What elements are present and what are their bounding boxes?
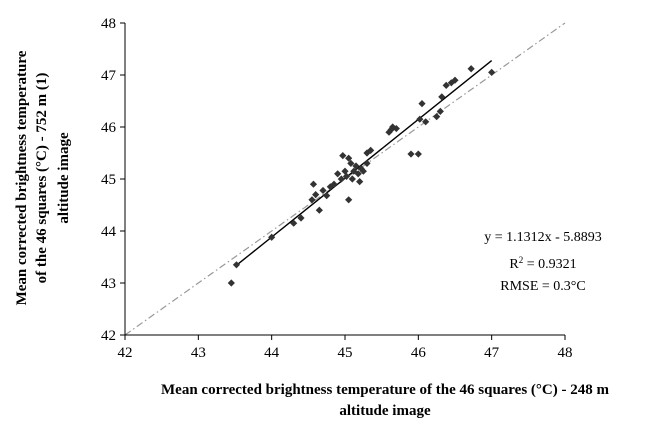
y-axis-title-line-1: Mean corrected brightness temperature	[14, 50, 30, 305]
x-tick-label: 43	[191, 345, 206, 361]
y-axis-title-line-2: of the 46 squares (°C) - 752 m (1)	[34, 73, 50, 284]
data-point-marker	[357, 165, 365, 173]
data-point-marker	[438, 93, 446, 101]
y-tick-label: 47	[101, 68, 117, 84]
data-point-marker	[352, 162, 360, 170]
data-point-marker	[451, 76, 459, 84]
y-tick-label: 48	[101, 16, 116, 32]
data-points-layer	[227, 65, 496, 287]
data-point-marker	[414, 150, 422, 158]
identity-line-layer	[124, 22, 566, 336]
data-point-marker	[442, 81, 450, 89]
regression-equation: y = 1.1312x - 5.8893	[484, 230, 602, 245]
y-tick-label: 42	[101, 328, 116, 344]
data-point-marker	[467, 65, 475, 73]
data-point-marker	[433, 113, 441, 121]
data-point-marker	[339, 152, 347, 160]
data-point-marker	[422, 118, 430, 126]
data-point-marker	[363, 159, 371, 167]
data-point-marker	[334, 170, 342, 178]
data-point-marker	[312, 191, 320, 199]
x-tick-label: 47	[484, 345, 500, 361]
y-tick-label: 43	[101, 276, 116, 292]
data-point-marker	[436, 107, 444, 115]
data-point-marker	[290, 219, 298, 227]
data-point-marker	[330, 180, 338, 188]
x-tick-label: 45	[338, 345, 353, 361]
y-tick-label: 46	[101, 120, 117, 136]
x-axis-title-line-1: Mean corrected brightness temperature of…	[161, 382, 609, 398]
data-point-marker	[356, 178, 364, 186]
data-point-marker	[407, 150, 415, 158]
data-point-marker	[323, 192, 331, 200]
y-axis-title-line-3: altitude image	[56, 132, 72, 224]
data-point-marker	[488, 68, 496, 76]
data-point-marker	[418, 100, 426, 108]
y-tick-label: 45	[101, 172, 116, 188]
regression-trendline	[234, 60, 493, 268]
data-point-marker	[315, 206, 323, 214]
data-point-marker	[232, 261, 241, 269]
data-point-marker	[268, 233, 276, 241]
data-point-marker	[367, 146, 375, 154]
y-tick-label: 44	[101, 224, 117, 240]
x-tick-labels: 42 43 44 45 46 47 48	[118, 345, 573, 361]
data-point-marker	[309, 180, 318, 188]
x-tick-label: 46	[411, 345, 427, 361]
data-point-marker	[389, 123, 397, 131]
x-tick-label: 48	[558, 345, 573, 361]
data-point-marker	[392, 124, 400, 133]
data-point-marker	[347, 159, 355, 167]
data-point-marker	[308, 196, 316, 204]
x-tick-label: 44	[264, 345, 280, 361]
r-squared-annotation: R2 = 0.9321	[509, 255, 576, 272]
rmse-annotation: RMSE = 0.3°C	[500, 279, 585, 294]
y-tick-labels: 42 43 44 45 46 47 48	[101, 16, 117, 344]
data-point-marker	[350, 167, 358, 175]
data-point-marker	[359, 167, 367, 175]
data-point-marker	[337, 175, 345, 183]
data-point-marker	[341, 167, 349, 175]
axes-layer	[120, 22, 566, 340]
trendline-layer	[234, 60, 493, 268]
data-point-marker	[319, 186, 327, 195]
data-point-marker	[416, 115, 424, 123]
data-point-marker	[348, 175, 356, 183]
data-point-marker	[297, 214, 305, 222]
data-point-marker	[354, 170, 362, 178]
x-axis-title-line-2: altitude image	[339, 403, 431, 419]
data-point-marker	[345, 196, 353, 204]
data-point-marker	[345, 154, 353, 162]
x-tick-label: 42	[118, 345, 133, 361]
data-point-marker	[342, 172, 351, 180]
data-point-marker	[227, 279, 235, 287]
identity-line	[124, 22, 566, 336]
